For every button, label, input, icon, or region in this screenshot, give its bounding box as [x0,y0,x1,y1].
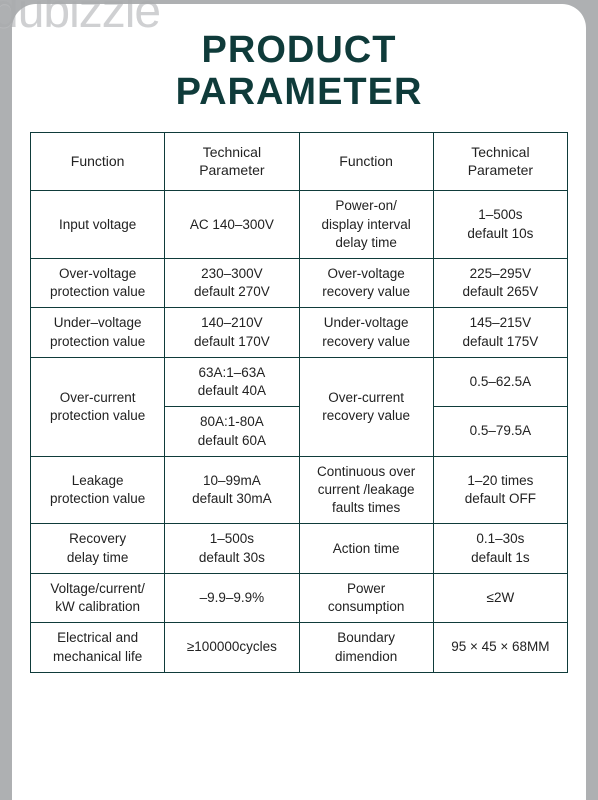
cell: 230–300V default 270V [165,259,299,308]
parameter-table: Function Technical Parameter Function Te… [30,132,568,673]
cell: Electrical and mechanical life [31,623,165,672]
cell: Leakage protection value [31,456,165,524]
table-row: Recovery delay time 1–500s default 30s A… [31,524,568,573]
col-header: Function [31,132,165,191]
cell: 80A:1-80A default 60A [165,407,299,456]
cell: 225–295V default 265V [433,259,567,308]
cell: 0.5–62.5A [433,357,567,406]
cell: Recovery delay time [31,524,165,573]
table-row: Over-voltage protection value 230–300V d… [31,259,568,308]
cell: ≥100000cycles [165,623,299,672]
cell: Over-voltage protection value [31,259,165,308]
table-row: Electrical and mechanical life ≥100000cy… [31,623,568,672]
cell: 140–210V default 170V [165,308,299,357]
cell: Voltage/current/ kW calibration [31,573,165,622]
col-header: Function [299,132,433,191]
cell: Action time [299,524,433,573]
table-row: Leakage protection value 10–99mA default… [31,456,568,524]
cell: 10–99mA default 30mA [165,456,299,524]
card: PRODUCT PARAMETER Function Technical Par… [12,4,586,800]
cell: 1–500s default 30s [165,524,299,573]
cell: Under-voltage recovery value [299,308,433,357]
page-title: PRODUCT PARAMETER [30,30,568,114]
cell: Under–voltage protection value [31,308,165,357]
cell: Over-current protection value [31,357,165,456]
cell: 1–20 times default OFF [433,456,567,524]
cell: Over-voltage recovery value [299,259,433,308]
table-row: Voltage/current/ kW calibration –9.9–9.9… [31,573,568,622]
cell: 0.5–79.5A [433,407,567,456]
cell: ≤2W [433,573,567,622]
title-line-2: PARAMETER [176,71,423,113]
cell: 95 × 45 × 68MM [433,623,567,672]
cell: 63A:1–63A default 40A [165,357,299,406]
cell: Power consumption [299,573,433,622]
cell: Input voltage [31,191,165,259]
cell: 0.1–30s default 1s [433,524,567,573]
cell: Power-on/ display interval delay time [299,191,433,259]
watermark: dubizzle [0,0,176,36]
title-line-1: PRODUCT [202,29,397,71]
cell: Continuous over current /leakage faults … [299,456,433,524]
cell: 145–215V default 175V [433,308,567,357]
col-header: Technical Parameter [433,132,567,191]
col-header: Technical Parameter [165,132,299,191]
table-row: Over-current protection value 63A:1–63A … [31,357,568,406]
watermark-text: dubizzle [0,0,160,36]
table-row: Input voltage AC 140–300V Power-on/ disp… [31,191,568,259]
table-row: Under–voltage protection value 140–210V … [31,308,568,357]
cell: AC 140–300V [165,191,299,259]
cell: Over-current recovery value [299,357,433,456]
cell: –9.9–9.9% [165,573,299,622]
cell: Boundary dimendion [299,623,433,672]
cell: 1–500s default 10s [433,191,567,259]
table-header-row: Function Technical Parameter Function Te… [31,132,568,191]
